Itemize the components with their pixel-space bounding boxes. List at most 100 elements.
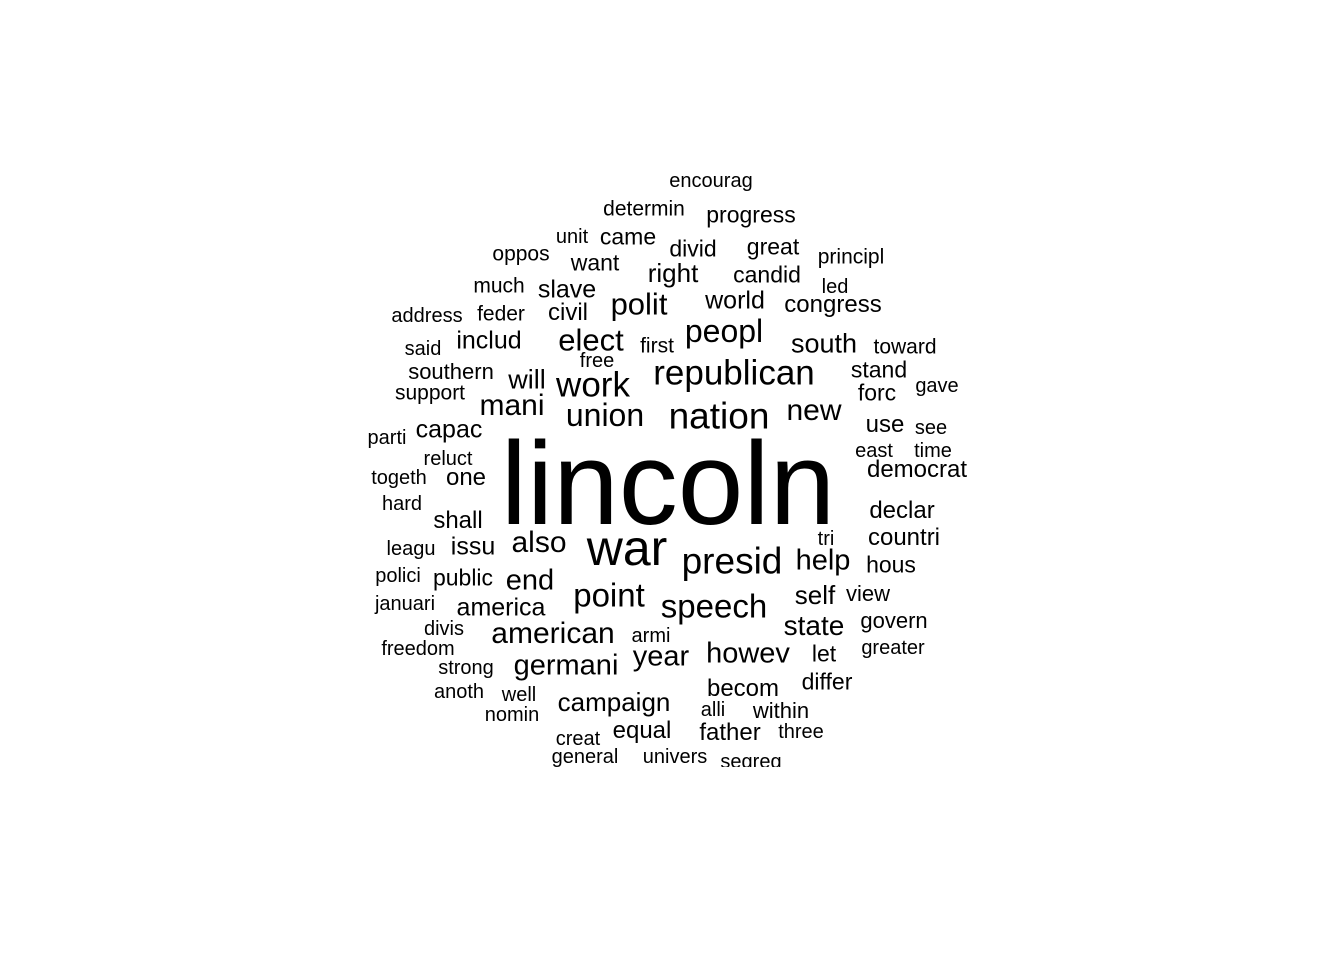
word-declar: declar (869, 497, 935, 524)
word-hous: hous (866, 551, 916, 578)
word-also: also (511, 526, 567, 559)
word-leagu: leagu (386, 538, 436, 560)
word-strong: strong (438, 657, 494, 679)
word-candid: candid (733, 261, 801, 288)
word-south: south (790, 328, 858, 359)
word-much: much (473, 274, 525, 298)
word-help: help (795, 544, 851, 577)
word-progress: progress (706, 201, 796, 228)
word-end: end (505, 564, 555, 597)
word-world: world (705, 286, 765, 315)
word-togeth: togeth (371, 467, 427, 489)
word-germani: germani (513, 649, 619, 682)
word-democrat: democrat (866, 456, 968, 483)
word-principl: principl (817, 245, 885, 269)
word-nomin: nomin (484, 704, 540, 726)
word-mani: mani (479, 389, 545, 422)
word-well: well (501, 684, 537, 706)
word-civil: civil (548, 299, 588, 326)
word-time: time (914, 440, 952, 462)
word-speech: speech (660, 587, 768, 625)
word-govern: govern (860, 608, 928, 633)
word-forc: forc (857, 379, 897, 406)
word-great: great (746, 233, 800, 260)
word-greater: greater (861, 637, 925, 659)
word-polici: polici (375, 565, 421, 587)
word-east: east (855, 440, 893, 462)
word-peopl: peopl (684, 313, 764, 349)
word-campaign: campaign (557, 687, 671, 717)
word-general: general (551, 746, 619, 767)
word-countri: countri (867, 524, 941, 551)
word-differ: differ (801, 668, 853, 695)
word-tri: tri (817, 528, 835, 550)
word-work: work (556, 365, 630, 405)
word-self: self (794, 580, 836, 610)
word-one: one (445, 464, 487, 491)
word-use: use (865, 411, 905, 438)
word-polit: polit (610, 286, 668, 322)
word-slave: slave (537, 275, 597, 304)
word-encourag: encourag (669, 170, 753, 192)
word-januari: januari (374, 593, 436, 615)
word-three: three (778, 721, 824, 743)
word-issu: issu (450, 532, 496, 561)
word-feder: feder (477, 302, 525, 326)
word-war: war (586, 520, 668, 576)
word-cloud-area: lincoln war presid nation republican work peop… (367, 170, 968, 767)
word-toward: toward (873, 335, 937, 359)
word-determin: determin (603, 197, 685, 221)
word-capac: capac (415, 415, 483, 444)
word-view: view (845, 581, 891, 606)
word-see: see (914, 417, 948, 439)
word-free: free (579, 350, 615, 372)
word-segreg: segreg (720, 751, 782, 767)
word-came: came (599, 223, 657, 250)
word-divid: divid (669, 235, 717, 262)
word-want: want (570, 249, 620, 276)
word-parti: parti (367, 427, 407, 449)
word-presid: presid (681, 540, 783, 582)
word-lincoln: lincoln (500, 418, 836, 550)
word-father: father (699, 719, 761, 746)
word-divis: divis (423, 618, 465, 640)
word-freedom: freedom (381, 638, 455, 660)
word-shall: shall (433, 507, 483, 534)
word-public: public (432, 564, 494, 591)
word-univers: univers (642, 746, 708, 767)
word-address: address (391, 305, 463, 327)
word-oppos: oppos (492, 242, 550, 266)
word-reluct: reluct (423, 448, 473, 470)
word-becom: becom (706, 675, 780, 702)
word-equal: equal (612, 717, 672, 744)
word-state: state (783, 610, 845, 641)
word-support: support (394, 381, 466, 405)
word-point: point (573, 576, 645, 614)
word-year: year (632, 640, 690, 673)
word-let: let (811, 640, 837, 667)
word-southern: southern (408, 359, 494, 384)
word-led: led (821, 276, 849, 298)
word-nation: nation (668, 395, 770, 437)
word-anoth: anoth (433, 681, 485, 703)
word-america: america (456, 593, 546, 622)
word-includ: includ (456, 326, 522, 355)
word-congress: congress (784, 291, 882, 318)
word-elect: elect (558, 322, 624, 358)
word-howev: howev (706, 637, 790, 670)
word-alli: alli (700, 699, 726, 721)
word-creat: creat (555, 728, 601, 750)
word-american: american (491, 617, 615, 650)
word-will: will (508, 364, 546, 395)
word-gave: gave (915, 375, 959, 397)
word-union: union (565, 397, 645, 433)
word-republican: republican (653, 353, 815, 393)
word-said: said (404, 338, 442, 360)
word-hard: hard (381, 493, 423, 515)
word-within: within (752, 698, 810, 723)
word-right: right (647, 258, 699, 288)
word-unit: unit (555, 226, 589, 248)
word-new: new (786, 394, 842, 427)
word-stand: stand (850, 356, 908, 383)
